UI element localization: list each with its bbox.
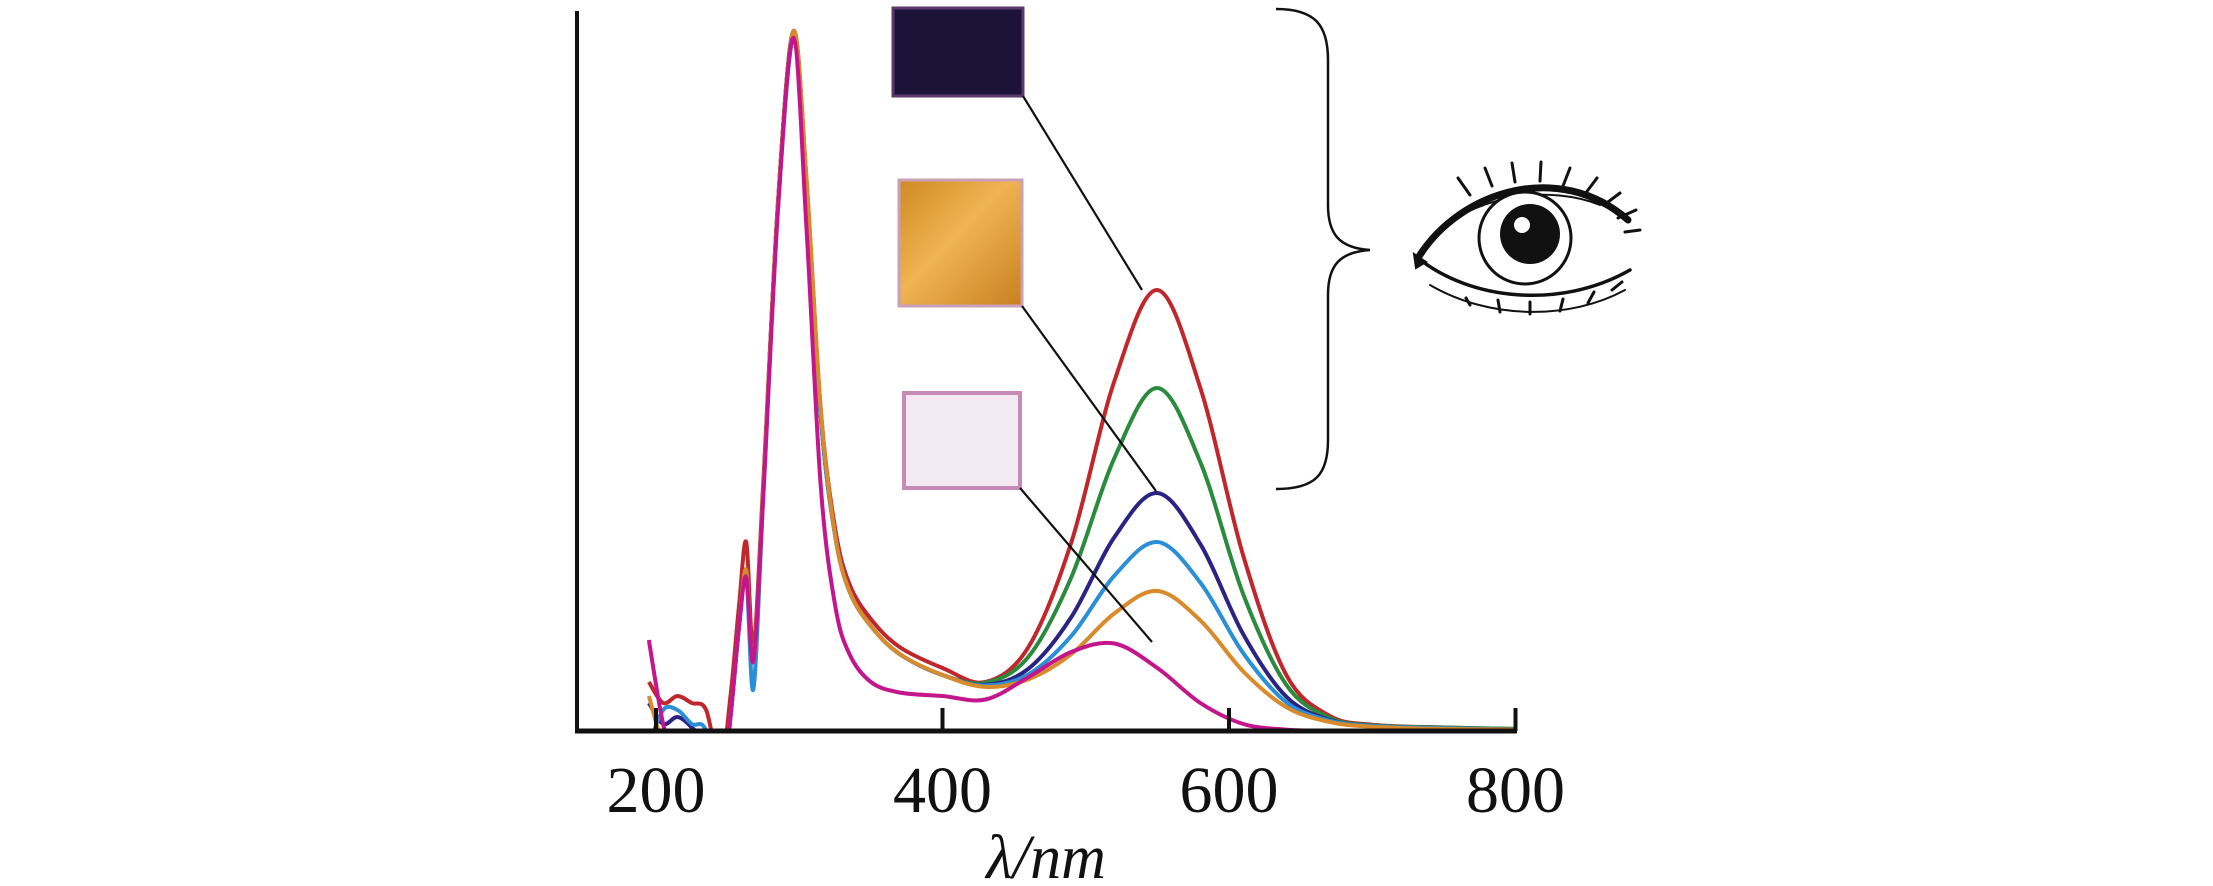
x-tick-label: 600 (1180, 754, 1279, 827)
x-axis-title: λ/nm (984, 824, 1106, 886)
eye-icon (1412, 160, 1642, 316)
swatch-dark-violet-film (891, 6, 1025, 98)
leader-line (1022, 95, 1143, 291)
series-line-orange (646, 28, 1516, 731)
series-line-blue (651, 35, 1516, 731)
swatch-orange-film (897, 178, 1024, 308)
x-tick-label: 200 (607, 754, 706, 827)
curly-brace-icon (1275, 7, 1371, 491)
series-line-magenta (646, 35, 1516, 731)
series-line-navy (647, 28, 1516, 731)
series-line-red (647, 28, 1516, 731)
x-tick-labels: 200 400 600 800 (607, 754, 1566, 827)
leader-lines (1019, 95, 1157, 643)
leader-line (1019, 487, 1153, 643)
film-swatches (891, 6, 1025, 490)
series-layer (646, 28, 1516, 731)
swatch-pale-pink-film (902, 391, 1022, 490)
leader-line (1021, 305, 1157, 492)
x-tick-label: 400 (893, 754, 992, 827)
x-ticks (654, 708, 1518, 731)
series-line-green (648, 28, 1516, 731)
x-tick-label: 800 (1466, 754, 1565, 827)
